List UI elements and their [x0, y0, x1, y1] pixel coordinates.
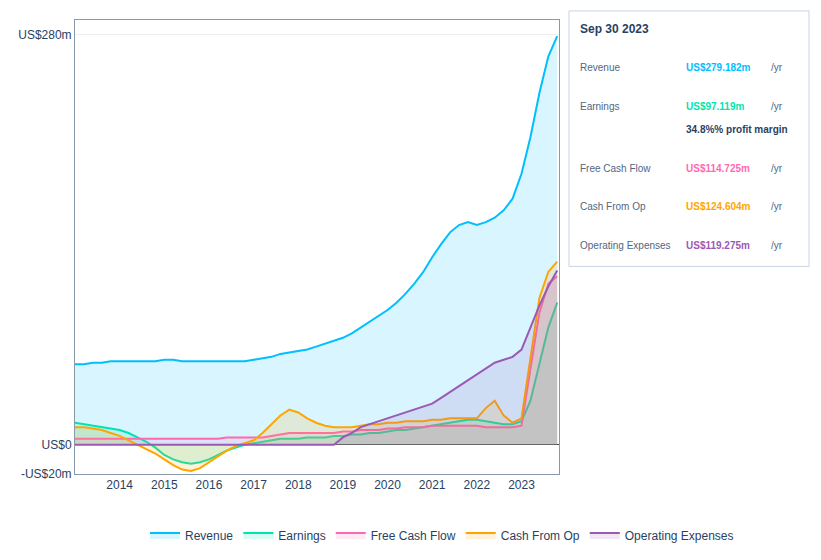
svg-text:2015: 2015	[151, 478, 178, 492]
svg-text:Revenue: Revenue	[185, 529, 233, 543]
svg-text:/yr: /yr	[771, 201, 783, 212]
svg-text:/yr: /yr	[771, 101, 783, 112]
svg-text:Revenue: Revenue	[580, 62, 620, 73]
svg-text:Free Cash Flow: Free Cash Flow	[580, 163, 651, 174]
svg-text:2016: 2016	[196, 478, 223, 492]
svg-text:US$279.182m: US$279.182m	[686, 62, 751, 73]
svg-text:US$97.119m: US$97.119m	[686, 101, 744, 112]
svg-text:2023: 2023	[508, 478, 535, 492]
svg-text:2019: 2019	[330, 478, 357, 492]
svg-text:US$280m: US$280m	[18, 28, 71, 42]
svg-text:2014: 2014	[106, 478, 133, 492]
svg-text:Operating Expenses: Operating Expenses	[625, 529, 734, 543]
svg-text:2018: 2018	[285, 478, 312, 492]
svg-text:US$114.725m: US$114.725m	[686, 163, 750, 174]
svg-text:US$119.275m: US$119.275m	[686, 240, 750, 251]
svg-text:Sep 30 2023: Sep 30 2023	[580, 22, 649, 36]
svg-text:Earnings: Earnings	[278, 529, 325, 543]
svg-text:2022: 2022	[463, 478, 490, 492]
svg-text:Free Cash Flow: Free Cash Flow	[371, 529, 456, 543]
svg-text:/yr: /yr	[771, 240, 783, 251]
svg-text:Cash From Op: Cash From Op	[501, 529, 580, 543]
svg-text:Operating Expenses: Operating Expenses	[580, 240, 671, 251]
svg-text:/yr: /yr	[771, 163, 783, 174]
svg-text:2017: 2017	[240, 478, 267, 492]
svg-text:US$0: US$0	[42, 438, 72, 452]
svg-text:-US$20m: -US$20m	[21, 467, 72, 481]
svg-text:/yr: /yr	[771, 62, 783, 73]
svg-text:2020: 2020	[374, 478, 401, 492]
svg-text:2021: 2021	[419, 478, 446, 492]
svg-text:Earnings: Earnings	[580, 101, 619, 112]
svg-text:Cash From Op: Cash From Op	[580, 201, 646, 212]
svg-text:US$124.604m: US$124.604m	[686, 201, 751, 212]
svg-text:34.8%% profit margin: 34.8%% profit margin	[686, 124, 788, 135]
